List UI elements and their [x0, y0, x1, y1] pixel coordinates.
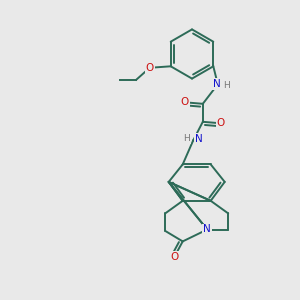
Text: H: H	[183, 134, 190, 143]
Text: O: O	[217, 118, 225, 128]
Text: N: N	[203, 224, 211, 235]
Text: H: H	[223, 81, 230, 90]
Text: O: O	[146, 63, 154, 73]
Text: O: O	[170, 252, 178, 262]
Text: N: N	[213, 79, 220, 89]
Text: O: O	[181, 97, 189, 107]
Text: N: N	[195, 134, 203, 144]
